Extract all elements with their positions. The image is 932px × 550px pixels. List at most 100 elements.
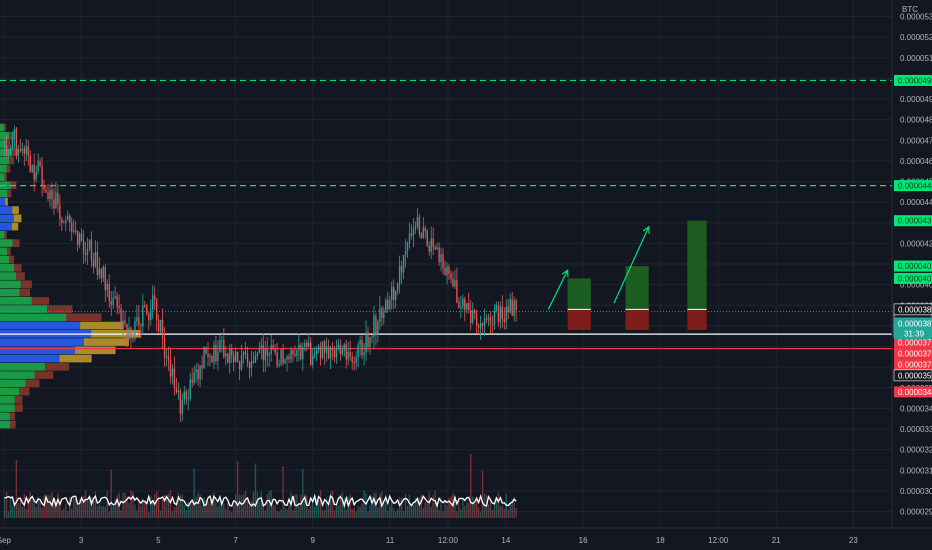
profile-bar-volume xyxy=(0,231,5,239)
candle-body xyxy=(428,245,430,252)
volume-bar xyxy=(505,493,507,518)
volume-bar xyxy=(260,490,263,518)
volume-bar xyxy=(31,500,33,518)
candle-body xyxy=(456,280,458,303)
volume-bar xyxy=(321,510,324,518)
volume-bar xyxy=(274,505,276,518)
volume-bar xyxy=(323,510,326,518)
candle-body xyxy=(367,332,369,347)
candle-body xyxy=(363,352,365,356)
volume-bar xyxy=(53,499,55,518)
volume-bar xyxy=(383,503,385,518)
candle-body xyxy=(323,341,326,353)
candle-body xyxy=(495,305,498,310)
time-tick-label: 7 xyxy=(233,536,238,545)
price-badge-label: 0.0000388 xyxy=(898,305,932,314)
candle-body xyxy=(120,308,122,329)
candle-body xyxy=(193,372,195,383)
volume-bar xyxy=(268,491,270,518)
volume-bar xyxy=(319,490,322,518)
volume-bar xyxy=(225,508,227,518)
volume-bar xyxy=(215,502,217,518)
volume-bar xyxy=(187,501,189,518)
profile-bar-volume xyxy=(0,255,10,264)
volume-bar xyxy=(513,496,515,518)
candle-body xyxy=(400,265,403,273)
candle-body xyxy=(321,341,324,358)
candle-body xyxy=(227,353,229,363)
profile-bar-delta xyxy=(16,272,25,280)
candle-body xyxy=(205,347,207,355)
projection-target-box xyxy=(625,266,649,310)
volume-bar xyxy=(248,505,251,518)
candle-body xyxy=(159,319,162,332)
candle-body xyxy=(35,171,37,180)
volume-bar xyxy=(3,496,6,518)
candle-body xyxy=(140,324,142,327)
time-axis[interactable]: Sep 3 5 7 9 11 12:00 14 16 18 12:00 21 23 xyxy=(0,536,858,545)
profile-bar-volume xyxy=(0,165,7,173)
candle-body xyxy=(128,327,130,340)
candle-body xyxy=(410,233,413,236)
volume-bar xyxy=(25,509,27,518)
candle-body xyxy=(215,344,217,362)
candle-body xyxy=(108,283,110,302)
volume-bar xyxy=(458,496,460,518)
candle-body xyxy=(472,310,474,323)
profile-bar-volume xyxy=(0,354,60,363)
volume-bar xyxy=(426,502,428,518)
candle-body xyxy=(270,345,272,354)
volume-bar xyxy=(179,495,182,518)
volume-bar xyxy=(333,510,336,518)
candle-body xyxy=(420,233,423,239)
candle-body xyxy=(232,355,235,362)
profile-bar-delta xyxy=(66,313,102,322)
candle-body xyxy=(88,239,91,250)
candle-body xyxy=(242,351,245,355)
candle-body xyxy=(501,306,504,319)
candle-body xyxy=(424,227,426,231)
profile-bar-volume xyxy=(0,387,20,396)
volume-bar xyxy=(100,506,103,518)
candle-body xyxy=(231,348,233,356)
volume-bar xyxy=(391,499,393,518)
candle-body xyxy=(272,345,274,350)
volume-bar xyxy=(236,461,239,518)
volume-bar xyxy=(153,493,156,518)
candle-body xyxy=(246,353,249,363)
volume-bar xyxy=(278,511,280,518)
candle-body xyxy=(278,364,280,366)
candle-body xyxy=(146,305,148,314)
candle-body xyxy=(351,356,353,363)
candle-body xyxy=(201,365,203,369)
volume-bar xyxy=(120,510,122,518)
volume-bar xyxy=(398,497,401,518)
volume-bar xyxy=(312,498,314,518)
volume-bar xyxy=(258,501,261,518)
volume-bar xyxy=(244,490,247,518)
volume-bar xyxy=(446,505,448,518)
candle-body xyxy=(90,239,93,261)
volume-bar xyxy=(310,505,312,518)
volume-bar xyxy=(146,504,148,518)
candle-body xyxy=(78,233,81,246)
volume-bar xyxy=(88,498,91,518)
candles xyxy=(3,125,517,423)
volume-bar xyxy=(331,490,334,518)
candle-body xyxy=(315,349,318,354)
profile-bar-delta xyxy=(14,264,22,272)
price-badge-label: 0.0000431 xyxy=(898,217,932,226)
profile-bar-delta xyxy=(25,379,40,388)
candle-body xyxy=(47,192,49,199)
horizontal-levels xyxy=(0,79,892,350)
candle-body xyxy=(181,400,184,414)
profile-bar-delta xyxy=(10,420,16,429)
time-tick-label: 5 xyxy=(156,536,161,545)
candle-body xyxy=(266,348,268,356)
volume-bar xyxy=(5,491,8,518)
candle-body xyxy=(118,306,120,309)
volume-bar xyxy=(252,491,255,518)
volume-bar xyxy=(422,508,425,518)
